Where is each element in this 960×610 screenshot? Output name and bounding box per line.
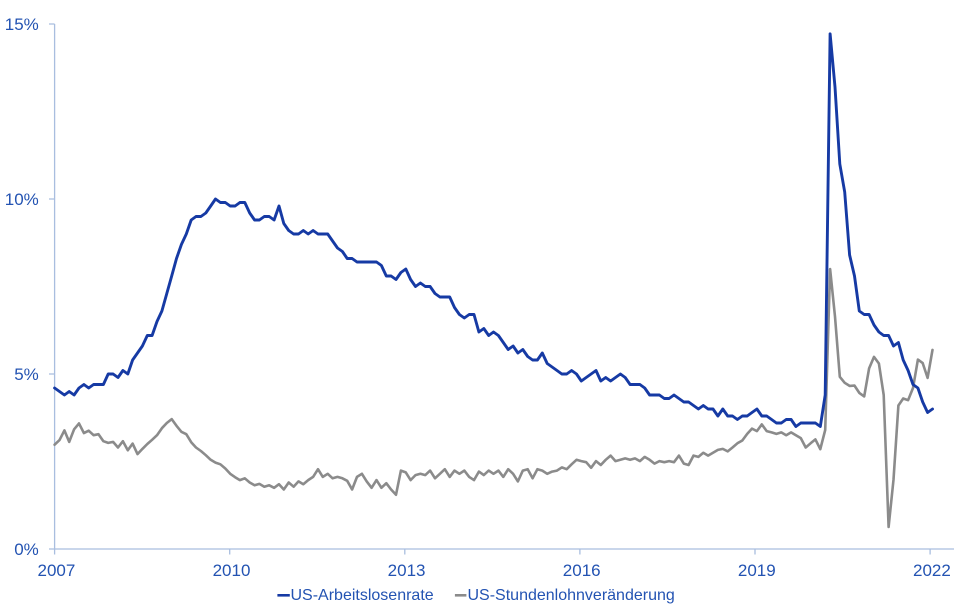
svg-text:2019: 2019 xyxy=(738,561,776,580)
svg-text:0%: 0% xyxy=(14,540,39,559)
svg-text:2013: 2013 xyxy=(388,561,426,580)
svg-text:US-Stundenlohnveränderung: US-Stundenlohnveränderung xyxy=(468,587,675,604)
svg-text:2010: 2010 xyxy=(213,561,251,580)
svg-text:10%: 10% xyxy=(5,190,39,209)
svg-text:2022: 2022 xyxy=(913,561,951,580)
svg-text:2016: 2016 xyxy=(563,561,601,580)
svg-text:US-Arbeitslosenrate: US-Arbeitslosenrate xyxy=(291,587,434,604)
svg-text:2007: 2007 xyxy=(37,561,75,580)
svg-text:5%: 5% xyxy=(14,365,39,384)
svg-text:15%: 15% xyxy=(5,15,39,34)
